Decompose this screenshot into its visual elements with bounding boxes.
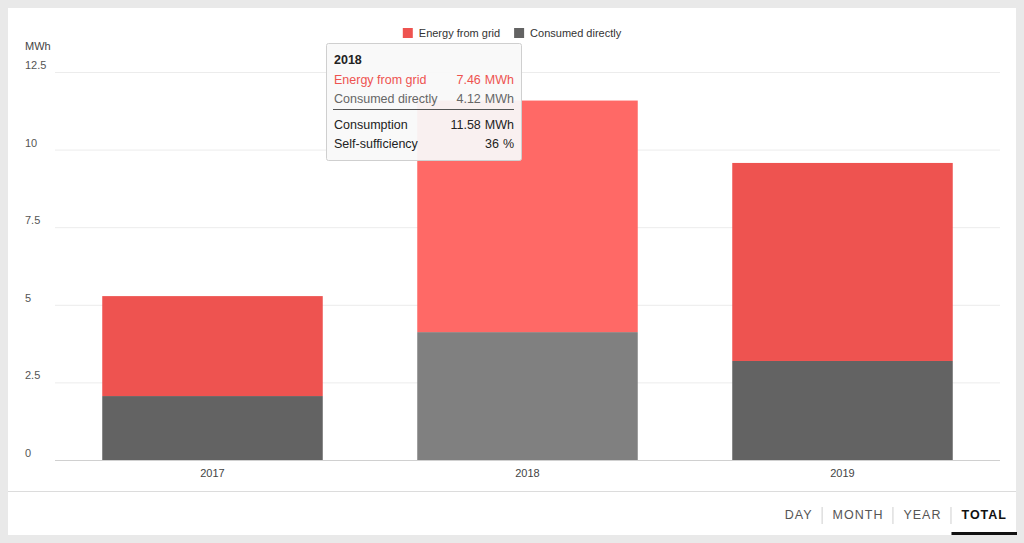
bar-segment (732, 361, 953, 460)
button-separator (822, 507, 823, 524)
range-button[interactable]: TOTAL (961, 508, 1007, 522)
tooltip-value: 36% (485, 137, 514, 151)
y-tick-label: 12.5 (25, 59, 46, 71)
legend-label: Energy from grid (419, 27, 500, 39)
separator (8, 491, 1016, 492)
legend: Energy from grid Consumed directly (403, 27, 622, 39)
tooltip-unit: MWh (485, 92, 514, 106)
bar-segment (417, 332, 638, 460)
tooltip-value: 11.58 MWh (450, 118, 514, 132)
y-axis: 0 2.5 5 7.5 10 12.5 (25, 59, 1000, 461)
x-tick-label: 2019 (830, 467, 854, 479)
tooltip-number: 36 (485, 137, 499, 151)
x-axis: 2017 2018 2019 (200, 467, 854, 479)
y-tick-label: 10 (25, 137, 37, 149)
y-tick-label: 0 (25, 447, 31, 459)
tooltip-label: Energy from grid (334, 73, 426, 87)
tooltip: 2018 Energy from grid 7.46 MWh Consumed dire… (327, 44, 522, 161)
tooltip-value: 4.12 MWh (456, 92, 514, 106)
y-tick-label: 5 (25, 292, 31, 304)
tooltip-unit: MWh (485, 73, 514, 87)
selected-underline (951, 532, 1017, 535)
tooltip-unit: MWh (485, 118, 514, 132)
tooltip-label: Self-sufficiency (334, 137, 419, 151)
tooltip-number: 4.12 (456, 92, 480, 106)
button-separator (892, 507, 893, 524)
tooltip-value: 7.46 MWh (456, 73, 514, 87)
range-button[interactable]: DAY (785, 508, 813, 522)
bar-segment (732, 163, 953, 361)
range-button[interactable]: YEAR (903, 508, 941, 522)
tooltip-label: Consumption (334, 118, 408, 132)
bar-segment (102, 396, 323, 460)
bars (102, 101, 953, 460)
x-tick-label: 2018 (515, 467, 539, 479)
y-tick-label: 2.5 (25, 369, 40, 381)
button-separator (950, 507, 951, 524)
tooltip-title: 2018 (334, 53, 362, 67)
x-tick-label: 2017 (200, 467, 224, 479)
y-axis-label: MWh (25, 40, 51, 52)
y-tick-label: 7.5 (25, 214, 40, 226)
bar-segment (102, 296, 323, 396)
tooltip-number: 7.46 (456, 73, 480, 87)
tooltip-number: 11.58 (450, 118, 480, 132)
tooltip-box (327, 44, 522, 161)
card (8, 8, 1016, 535)
chart: 0 2.5 5 7.5 10 12.5 MWh 2017 2018 2019 Energy from… (0, 0, 1024, 543)
tooltip-unit: % (503, 137, 514, 151)
range-controls: TOTAL YEAR MONTH DAY (785, 507, 1017, 535)
grid-line (55, 72, 1000, 73)
tooltip-divider (333, 109, 514, 110)
range-button[interactable]: MONTH (833, 508, 884, 522)
tooltip-label: Consumed directly (334, 92, 438, 106)
legend-swatch (403, 28, 413, 38)
grid-line (55, 460, 1000, 461)
legend-label: Consumed directly (530, 27, 622, 39)
legend-swatch (514, 28, 524, 38)
